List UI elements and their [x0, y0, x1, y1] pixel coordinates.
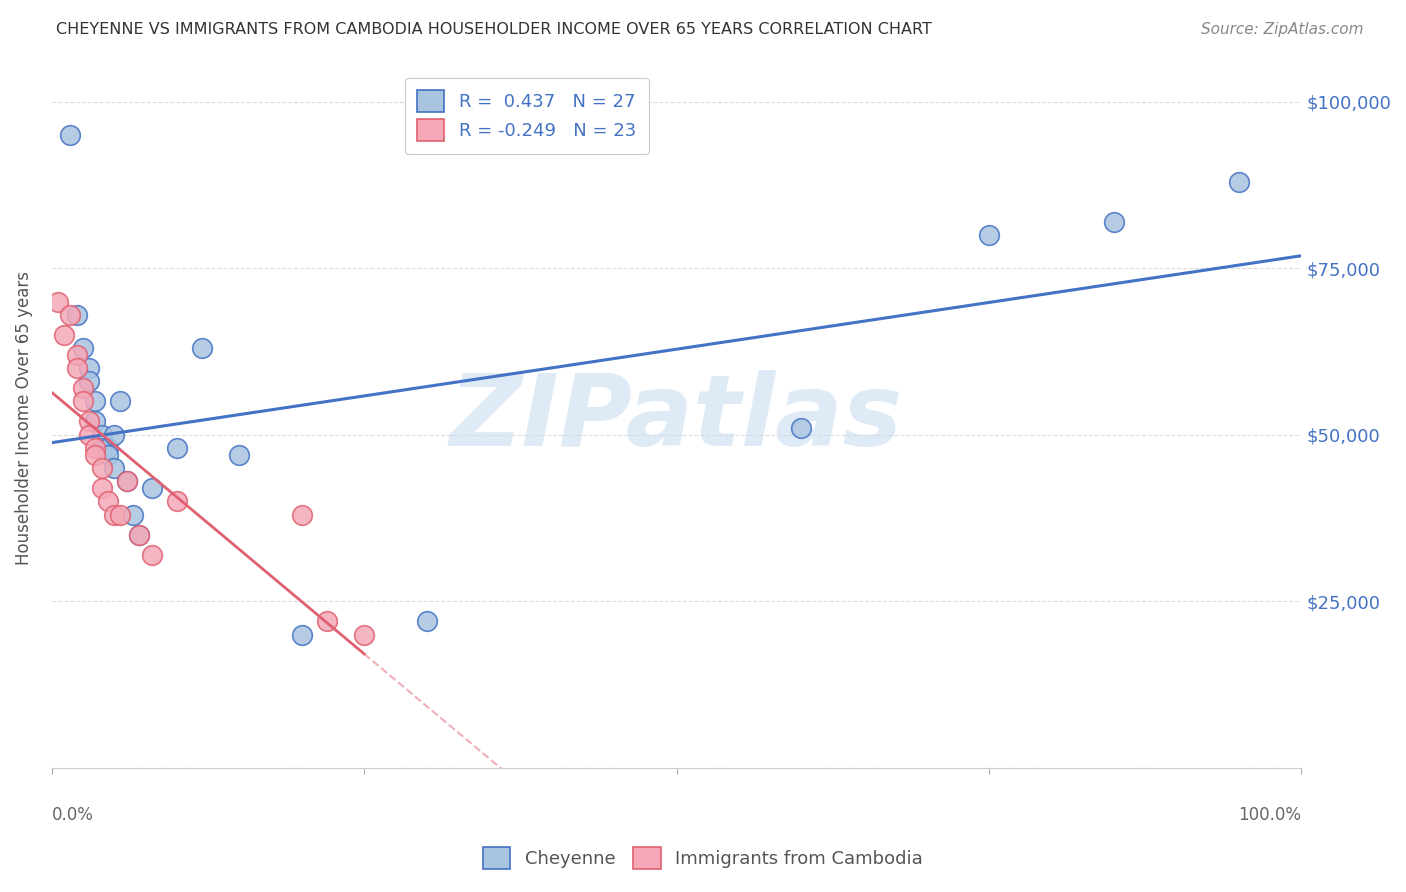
- Point: [46, 294, 69, 309]
- Point: [115, 475, 138, 489]
- Text: CHEYENNE VS IMMIGRANTS FROM CAMBODIA HOUSEHOLDER INCOME OVER 65 YEARS CORRELATIO: CHEYENNE VS IMMIGRANTS FROM CAMBODIA HOU…: [56, 22, 932, 37]
- Point: [66, 348, 89, 362]
- Point: [103, 508, 125, 522]
- Point: [315, 614, 337, 628]
- Point: [77, 427, 100, 442]
- Text: 0.0%: 0.0%: [52, 806, 94, 824]
- Point: [128, 527, 150, 541]
- Point: [415, 614, 437, 628]
- Point: [84, 394, 107, 409]
- Point: [66, 361, 89, 376]
- Point: [141, 548, 163, 562]
- Point: [77, 375, 100, 389]
- Point: [77, 414, 100, 428]
- Point: [97, 448, 120, 462]
- Point: [97, 494, 120, 508]
- Point: [128, 527, 150, 541]
- Point: [84, 448, 107, 462]
- Point: [291, 627, 314, 641]
- Point: [84, 414, 107, 428]
- Point: [77, 361, 100, 376]
- Point: [90, 481, 112, 495]
- Point: [353, 627, 375, 641]
- Point: [977, 227, 1000, 242]
- Point: [90, 441, 112, 455]
- Point: [72, 381, 94, 395]
- Point: [291, 508, 314, 522]
- Point: [103, 427, 125, 442]
- Point: [72, 341, 94, 355]
- Point: [59, 308, 82, 322]
- Point: [790, 421, 813, 435]
- Point: [122, 508, 145, 522]
- Point: [228, 448, 250, 462]
- Legend: R =  0.437   N = 27, R = -0.249   N = 23: R = 0.437 N = 27, R = -0.249 N = 23: [405, 78, 648, 154]
- Point: [72, 394, 94, 409]
- Point: [97, 441, 120, 455]
- Point: [115, 475, 138, 489]
- Text: Source: ZipAtlas.com: Source: ZipAtlas.com: [1201, 22, 1364, 37]
- Legend: Cheyenne, Immigrants from Cambodia: Cheyenne, Immigrants from Cambodia: [474, 838, 932, 879]
- Point: [166, 441, 188, 455]
- Point: [66, 308, 89, 322]
- Point: [53, 327, 76, 342]
- Point: [84, 441, 107, 455]
- Point: [1102, 215, 1125, 229]
- Y-axis label: Householder Income Over 65 years: Householder Income Over 65 years: [15, 271, 32, 566]
- Point: [59, 128, 82, 142]
- Point: [1227, 175, 1250, 189]
- Point: [110, 508, 132, 522]
- Point: [110, 394, 132, 409]
- Point: [90, 427, 112, 442]
- Text: ZIPatlas: ZIPatlas: [450, 369, 903, 467]
- Text: 100.0%: 100.0%: [1239, 806, 1302, 824]
- Point: [166, 494, 188, 508]
- Point: [90, 461, 112, 475]
- Point: [190, 341, 212, 355]
- Point: [103, 461, 125, 475]
- Point: [141, 481, 163, 495]
